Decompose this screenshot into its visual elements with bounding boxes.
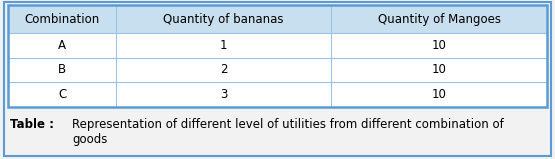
Bar: [116, 5, 331, 33]
Text: B: B: [58, 63, 66, 76]
Bar: [8, 82, 547, 107]
Text: 3: 3: [220, 88, 228, 101]
Text: Quantity of Mangoes: Quantity of Mangoes: [377, 13, 501, 25]
Text: C: C: [58, 88, 66, 101]
Text: Quantity of bananas: Quantity of bananas: [163, 13, 284, 25]
Bar: [331, 5, 547, 33]
Text: Combination: Combination: [24, 13, 100, 25]
Text: Table :: Table :: [10, 118, 58, 131]
Bar: [8, 33, 547, 58]
Text: 10: 10: [432, 39, 446, 52]
Bar: [8, 5, 547, 107]
Text: 1: 1: [220, 39, 228, 52]
Text: 10: 10: [432, 88, 446, 101]
Bar: [8, 5, 116, 33]
Bar: [8, 58, 547, 82]
Text: 2: 2: [220, 63, 228, 76]
Text: A: A: [58, 39, 66, 52]
Text: 10: 10: [432, 63, 446, 76]
Text: Representation of different level of utilities from different combination of
goo: Representation of different level of uti…: [72, 118, 504, 146]
